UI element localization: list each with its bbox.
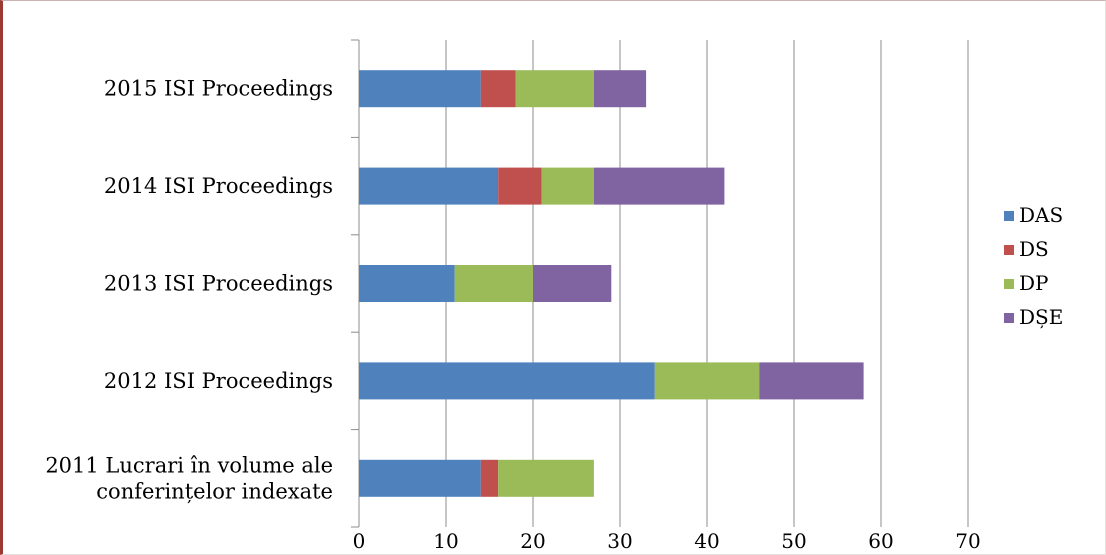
x-tick-label: 70 [955, 529, 980, 553]
category-label: 2013 ISI Proceedings [104, 272, 333, 296]
legend-swatch [1004, 245, 1014, 255]
bar-segment-das [359, 362, 655, 400]
bar-segment-ds [480, 459, 499, 497]
legend-label: DP [1019, 271, 1049, 295]
legend-label: DAS [1019, 203, 1063, 227]
bar-segment-ds [498, 167, 542, 205]
bar-segment-d-e [759, 362, 864, 400]
bar-segment-das [359, 167, 499, 205]
category-label: 2012 ISI Proceedings [104, 369, 333, 393]
bar-segment-das [359, 70, 481, 108]
bar-segment-dp [454, 265, 533, 302]
x-tick-label: 50 [781, 529, 806, 553]
bar-segment-d-e [593, 167, 725, 205]
x-tick-label: 40 [694, 529, 719, 553]
legend-swatch [1004, 279, 1014, 289]
legend-label: DȘE [1019, 305, 1063, 329]
category-label: 2014 ISI Proceedings [104, 174, 333, 198]
legend-swatch [1004, 313, 1014, 323]
bar-segment-dp [541, 167, 594, 205]
legend-swatch [1004, 211, 1014, 221]
x-tick-label: 30 [607, 529, 632, 553]
x-tick-label: 0 [353, 529, 366, 553]
category-label: 2011 Lucrari în volume ale conferințelor … [45, 453, 333, 503]
bar-segment-d-e [533, 265, 612, 302]
bar-segment-dp [654, 362, 760, 400]
bar-segment-dp [498, 459, 594, 497]
bar-segment-das [359, 265, 455, 302]
x-tick-label: 60 [868, 529, 893, 553]
bar-segment-dp [515, 70, 594, 108]
bar-segment-ds [480, 70, 516, 108]
x-tick-label: 20 [520, 529, 545, 553]
x-tick-label: 10 [433, 529, 458, 553]
legend-label: DS [1019, 237, 1049, 261]
category-label: 2015 ISI Proceedings [104, 77, 333, 101]
bar-segment-das [359, 459, 481, 497]
bar-segment-d-e [593, 70, 647, 108]
